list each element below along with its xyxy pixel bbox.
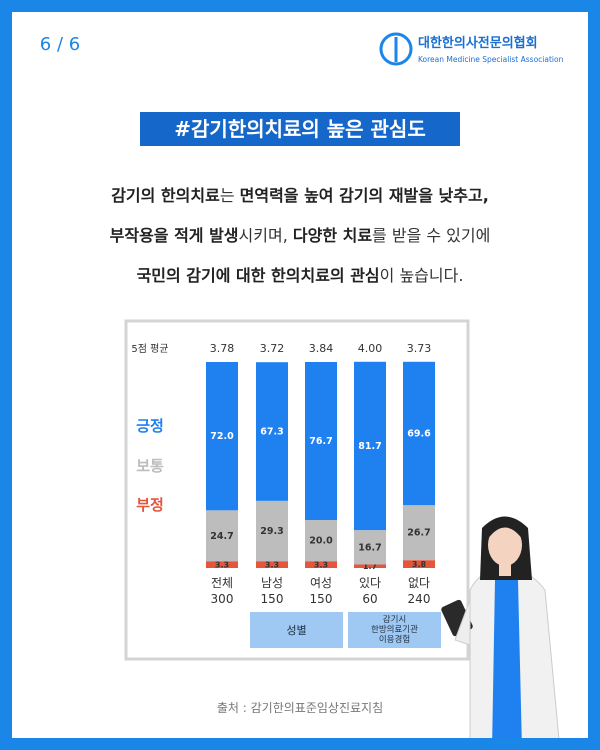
data-label: 26.7 [407, 528, 430, 539]
data-label: 20.0 [309, 536, 333, 547]
logo-icon [379, 32, 413, 66]
paragraph-segment: 부작용을 적게 발생 [109, 226, 239, 245]
logo-subtitle: Korean Medicine Specialist Association [418, 55, 564, 64]
bar-segment [256, 500, 288, 562]
bar-segment [354, 361, 386, 531]
group-label: 감기시 한방의료기관 이용경험 [371, 614, 418, 645]
legend-label: 긍정 [136, 417, 164, 435]
paragraph-segment: 면역력을 높여 감기의 재발을 낮추고, [239, 186, 489, 205]
paragraph-segment: 를 받을 수 있기에 [372, 226, 491, 245]
legend-label: 보통 [136, 457, 164, 475]
sample-size: 300 [211, 592, 234, 606]
data-label: 16.7 [358, 542, 381, 553]
bar-segment [206, 510, 238, 562]
category-label: 여성 [310, 576, 332, 590]
paragraph-segment: 는 [219, 186, 240, 205]
category-label: 있다 [359, 576, 381, 590]
legend-label: 부정 [136, 496, 164, 514]
heading: #감기한의치료의 높은 관심도 [174, 117, 425, 141]
sample-size: 150 [310, 592, 333, 606]
paragraph-segment: 감기의 한의치료 [111, 186, 220, 205]
average-value: 3.84 [309, 342, 334, 355]
average-value: 3.72 [260, 342, 285, 355]
paragraph-line: 국민의 감기에 대한 한의치료의 관심이 높습니다. [12, 262, 588, 286]
bar-segment [354, 564, 386, 568]
bar-segment [403, 505, 435, 561]
group-label: 성별 [286, 624, 306, 637]
data-label: 67.3 [260, 427, 283, 438]
paragraph-line: 감기의 한의치료는 면역력을 높여 감기의 재발을 낮추고, [12, 182, 588, 206]
bar-segment [403, 361, 435, 506]
category-label: 전체 [211, 576, 233, 590]
bar-segment [256, 362, 288, 501]
paragraph-segment: 다양한 치료 [292, 226, 373, 245]
bar-segment [403, 560, 435, 568]
category-label: 남성 [261, 576, 283, 590]
sample-size: 150 [261, 592, 284, 606]
data-label: 3.3 [314, 561, 328, 570]
doctor-illustration [441, 516, 560, 738]
bar-segment [305, 520, 337, 562]
group-box [250, 612, 343, 648]
data-label: 29.3 [260, 526, 283, 537]
sample-size: 240 [408, 592, 431, 606]
page-number: 6 / 6 [40, 34, 80, 55]
average-value: 3.73 [407, 342, 432, 355]
data-label: 3.3 [215, 561, 229, 570]
data-label: 81.7 [358, 441, 381, 452]
data-label: 24.7 [210, 531, 233, 542]
average-value: 3.78 [210, 342, 235, 355]
data-label: 72.0 [210, 431, 234, 442]
paragraph-segment: 국민의 감기에 대한 한의치료의 관심 [136, 266, 380, 285]
sample-size: 60 [362, 592, 377, 606]
paragraph-segment: 시키며, [238, 226, 293, 245]
bar-segment [354, 530, 386, 565]
category-label: 없다 [408, 576, 430, 590]
data-label: 69.6 [407, 428, 431, 439]
source: 출처 : 감기한의표준임상진료지침 [217, 701, 383, 715]
bar-segment [206, 362, 238, 511]
data-label: 3.3 [265, 561, 279, 570]
bar-segment [305, 362, 337, 521]
data-label: 1.7 [363, 562, 377, 571]
bar-segment [256, 561, 288, 568]
average-value: 4.00 [358, 342, 383, 355]
data-label: 76.7 [309, 436, 332, 447]
data-label: 3.8 [412, 560, 427, 569]
logo-name: 대한한의사전문의협회 [418, 35, 538, 51]
paragraph-line: 부작용을 적게 발생시키며, 다양한 치료를 받을 수 있기에 [12, 222, 588, 246]
paragraph-segment: 이 높습니다. [379, 266, 464, 285]
group-box [348, 612, 441, 648]
bar-segment [305, 561, 337, 568]
bar-segment [206, 561, 238, 568]
average-label: 5점 평균 [131, 343, 168, 355]
heading-box [140, 112, 460, 146]
